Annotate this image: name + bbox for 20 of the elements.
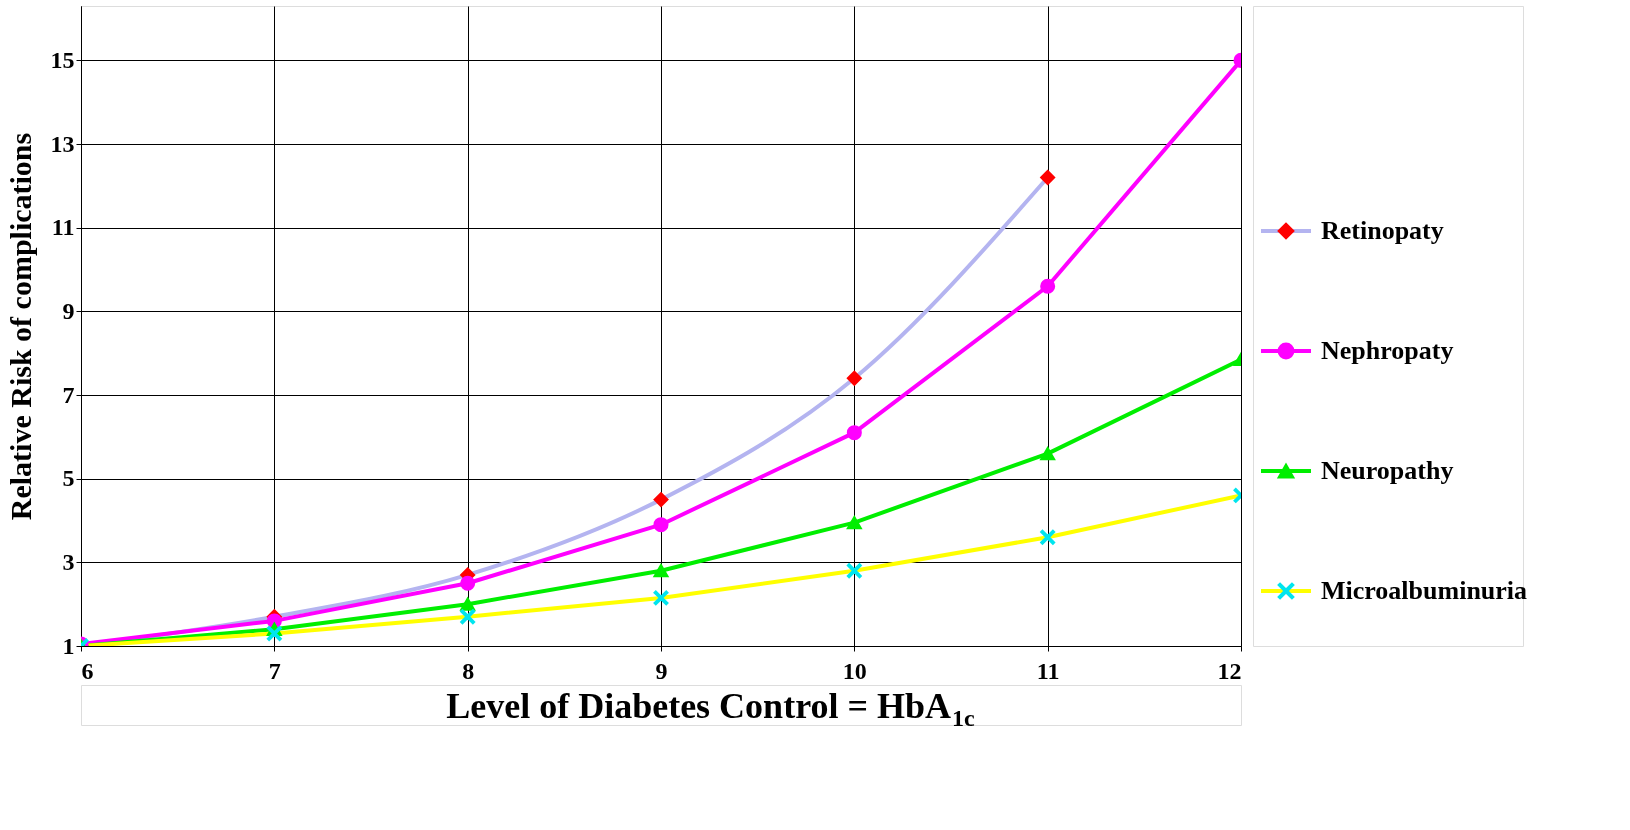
x-tick-label: 10 xyxy=(842,657,867,684)
y-tick-label: 9 xyxy=(62,297,75,324)
x-tick-label: 12 xyxy=(1217,657,1242,684)
y-tick-label: 15 xyxy=(50,46,75,73)
legend-label: Retinopaty xyxy=(1321,216,1444,245)
x-tick-label: 11 xyxy=(1036,657,1060,684)
y-tick-label: 11 xyxy=(51,214,75,241)
legend-label: Neuropathy xyxy=(1321,456,1454,485)
y-tick-label: 1 xyxy=(62,632,75,659)
x-tick-label: 6 xyxy=(81,657,94,684)
x-tick-label: 7 xyxy=(268,657,281,684)
x-tick-label: 8 xyxy=(462,657,475,684)
y-tick-label: 5 xyxy=(62,465,75,492)
x-tick-label: 9 xyxy=(655,657,668,684)
y-tick-label: 3 xyxy=(62,548,75,575)
y-tick-label: 7 xyxy=(62,381,75,408)
y-tick-label: 13 xyxy=(50,130,75,157)
legend-label: Microalbuminuria xyxy=(1321,576,1528,605)
y-axis-title: Relative Risk of complications xyxy=(3,132,37,521)
legend-label: Nephropaty xyxy=(1321,336,1454,365)
